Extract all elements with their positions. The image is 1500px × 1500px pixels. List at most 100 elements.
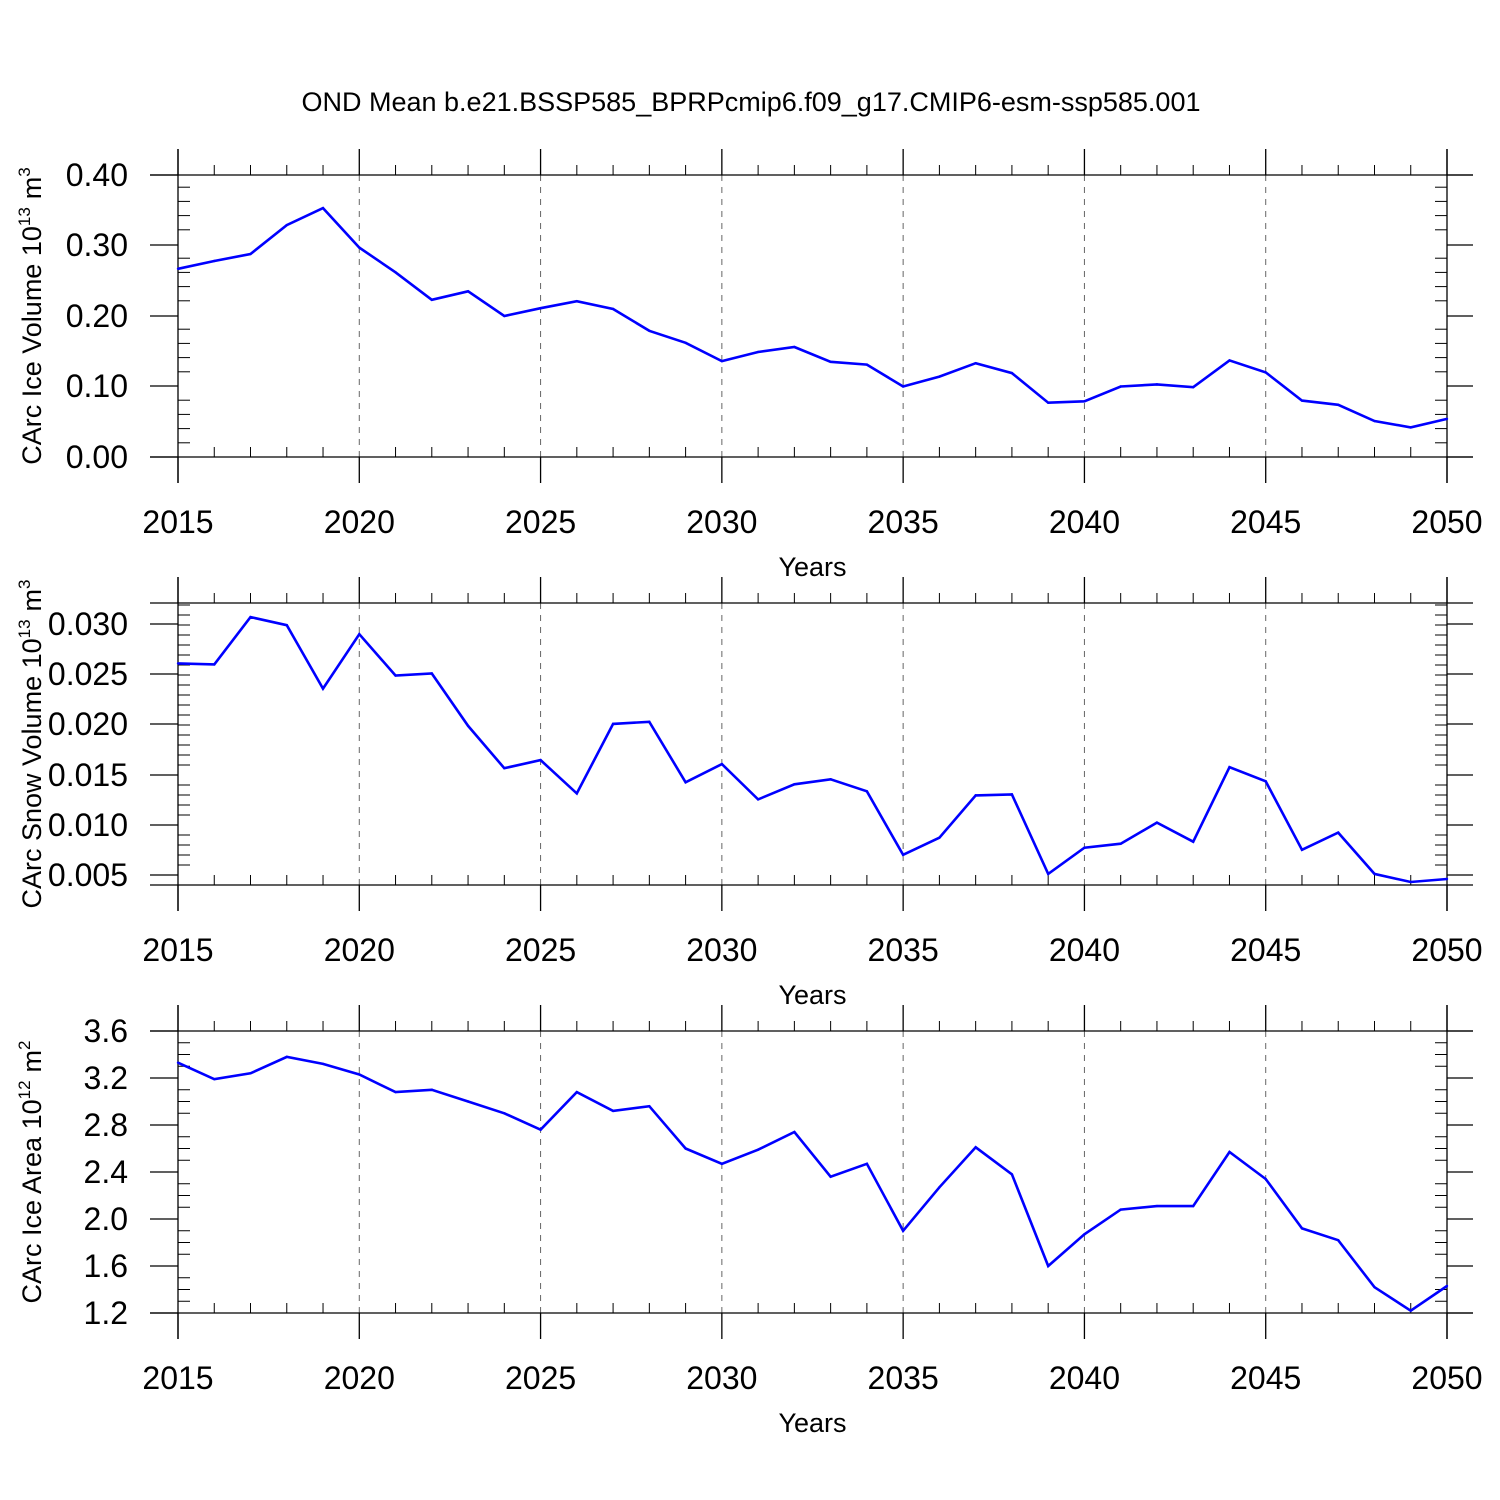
data-point [176,1061,180,1064]
data-point [901,1229,905,1232]
data-point [503,766,506,770]
y-tick-label: 3.6 [84,1013,128,1049]
y-label-exponent: 13 [15,207,34,226]
y-label-exponent: 13 [15,619,34,638]
x-tick-label: 2045 [1230,1360,1301,1396]
data-point [1192,386,1195,389]
x-tick-label: 2025 [505,504,576,540]
data-point [648,329,651,333]
data-point [1445,417,1449,421]
data-point [1337,831,1340,834]
data-point [684,341,687,344]
y-label-unit-exponent: 2 [15,1041,34,1050]
data-point [974,362,977,365]
data-point [575,792,579,795]
data-point [1337,1238,1340,1242]
y-tick-label: 0.00 [66,439,128,475]
data-point [503,1112,506,1115]
y-axis-label: CArc Ice Volume 1013 m3 [15,167,47,465]
y-label-unit-exponent: 3 [15,579,34,588]
y-tick-label: 1.2 [84,1295,128,1331]
x-tick-label: 2030 [686,504,757,540]
x-tick-label: 2040 [1049,1360,1120,1396]
data-point [1083,400,1086,403]
data-point [1373,419,1376,423]
data-point [394,1090,397,1094]
data-point [829,778,832,781]
data-point [249,1072,252,1075]
data-point [1373,872,1376,876]
x-axis-label: Years [778,1408,846,1438]
x-tick-label: 2040 [1049,504,1120,540]
data-point [394,674,397,677]
y-tick-label: 0.010 [48,807,128,843]
data-point [611,307,615,311]
x-tick-label: 2045 [1230,504,1301,540]
data-point [1155,821,1159,824]
data-point [249,252,252,256]
y-label-unit-exponent: 3 [15,167,34,176]
panel-3: 2015 2020 2025 2030 2035 2040 2045 2050 Years 1.2… [15,1005,1483,1438]
data-point [684,1147,687,1150]
data-point [648,720,651,724]
y-tick-label: 3.2 [84,1060,128,1096]
data-point [358,246,361,249]
panel-1: 2015 2020 2025 2030 2035 2040 2045 2050 Years 0.0… [15,149,1483,582]
y-label-text: CArc Ice Volume 10 [17,226,47,465]
x-tick-label: 2025 [505,1360,576,1396]
y-label-exponent: 12 [15,1080,34,1099]
y-tick-label: 0.30 [66,227,128,263]
data-point [1083,846,1086,849]
y-tick-label: 2.0 [84,1201,128,1237]
x-tick-label: 2015 [142,1360,213,1396]
data-point [321,206,325,210]
data-point [901,385,905,388]
y-tick-label: 2.8 [84,1107,128,1143]
data-point [1046,401,1050,404]
data-point [1046,872,1050,876]
data-point [865,1162,869,1165]
data-point [1264,780,1267,783]
y-label-unit: m [17,589,47,612]
x-tick-label: 2035 [868,1360,939,1396]
data-point [938,375,941,378]
series-line [177,206,1448,429]
figure-title: OND Mean b.e21.BSSP585_BPRPcmip6.f09_g17… [302,87,1201,117]
data-point [176,662,180,665]
x-tick-label: 2015 [142,504,213,540]
data-point [1119,842,1122,845]
x-tick-label: 2040 [1049,932,1120,968]
data-point [1119,1208,1122,1211]
data-point [1300,1227,1304,1230]
data-point [539,758,542,762]
data-point [1010,793,1014,796]
data-point [430,672,433,675]
data-point [865,363,869,366]
data-point [756,1148,760,1151]
data-point [539,307,542,310]
data-point [720,762,724,766]
data-point [249,615,252,619]
data-point [974,1146,977,1149]
data-point [1083,1233,1086,1236]
series-line [177,615,1448,884]
data-point [1300,848,1304,851]
data-point [213,259,216,263]
data-point [829,1175,832,1178]
y-tick-label: 0.10 [66,368,128,404]
data-point [358,1073,361,1076]
y-axis-label: CArc Snow Volume 1013 m3 [15,579,47,908]
data-point [1264,1177,1267,1181]
data-point [756,798,760,801]
data-point [829,360,832,364]
data-point [938,1186,941,1189]
y-tick-label: 0.020 [48,706,128,742]
data-point [793,783,796,786]
data-point [285,1055,288,1059]
data-point [1155,383,1159,386]
x-tick-label: 2020 [324,504,395,540]
x-tick-label: 2050 [1411,504,1482,540]
data-point [358,633,361,636]
data-point [1300,399,1304,402]
